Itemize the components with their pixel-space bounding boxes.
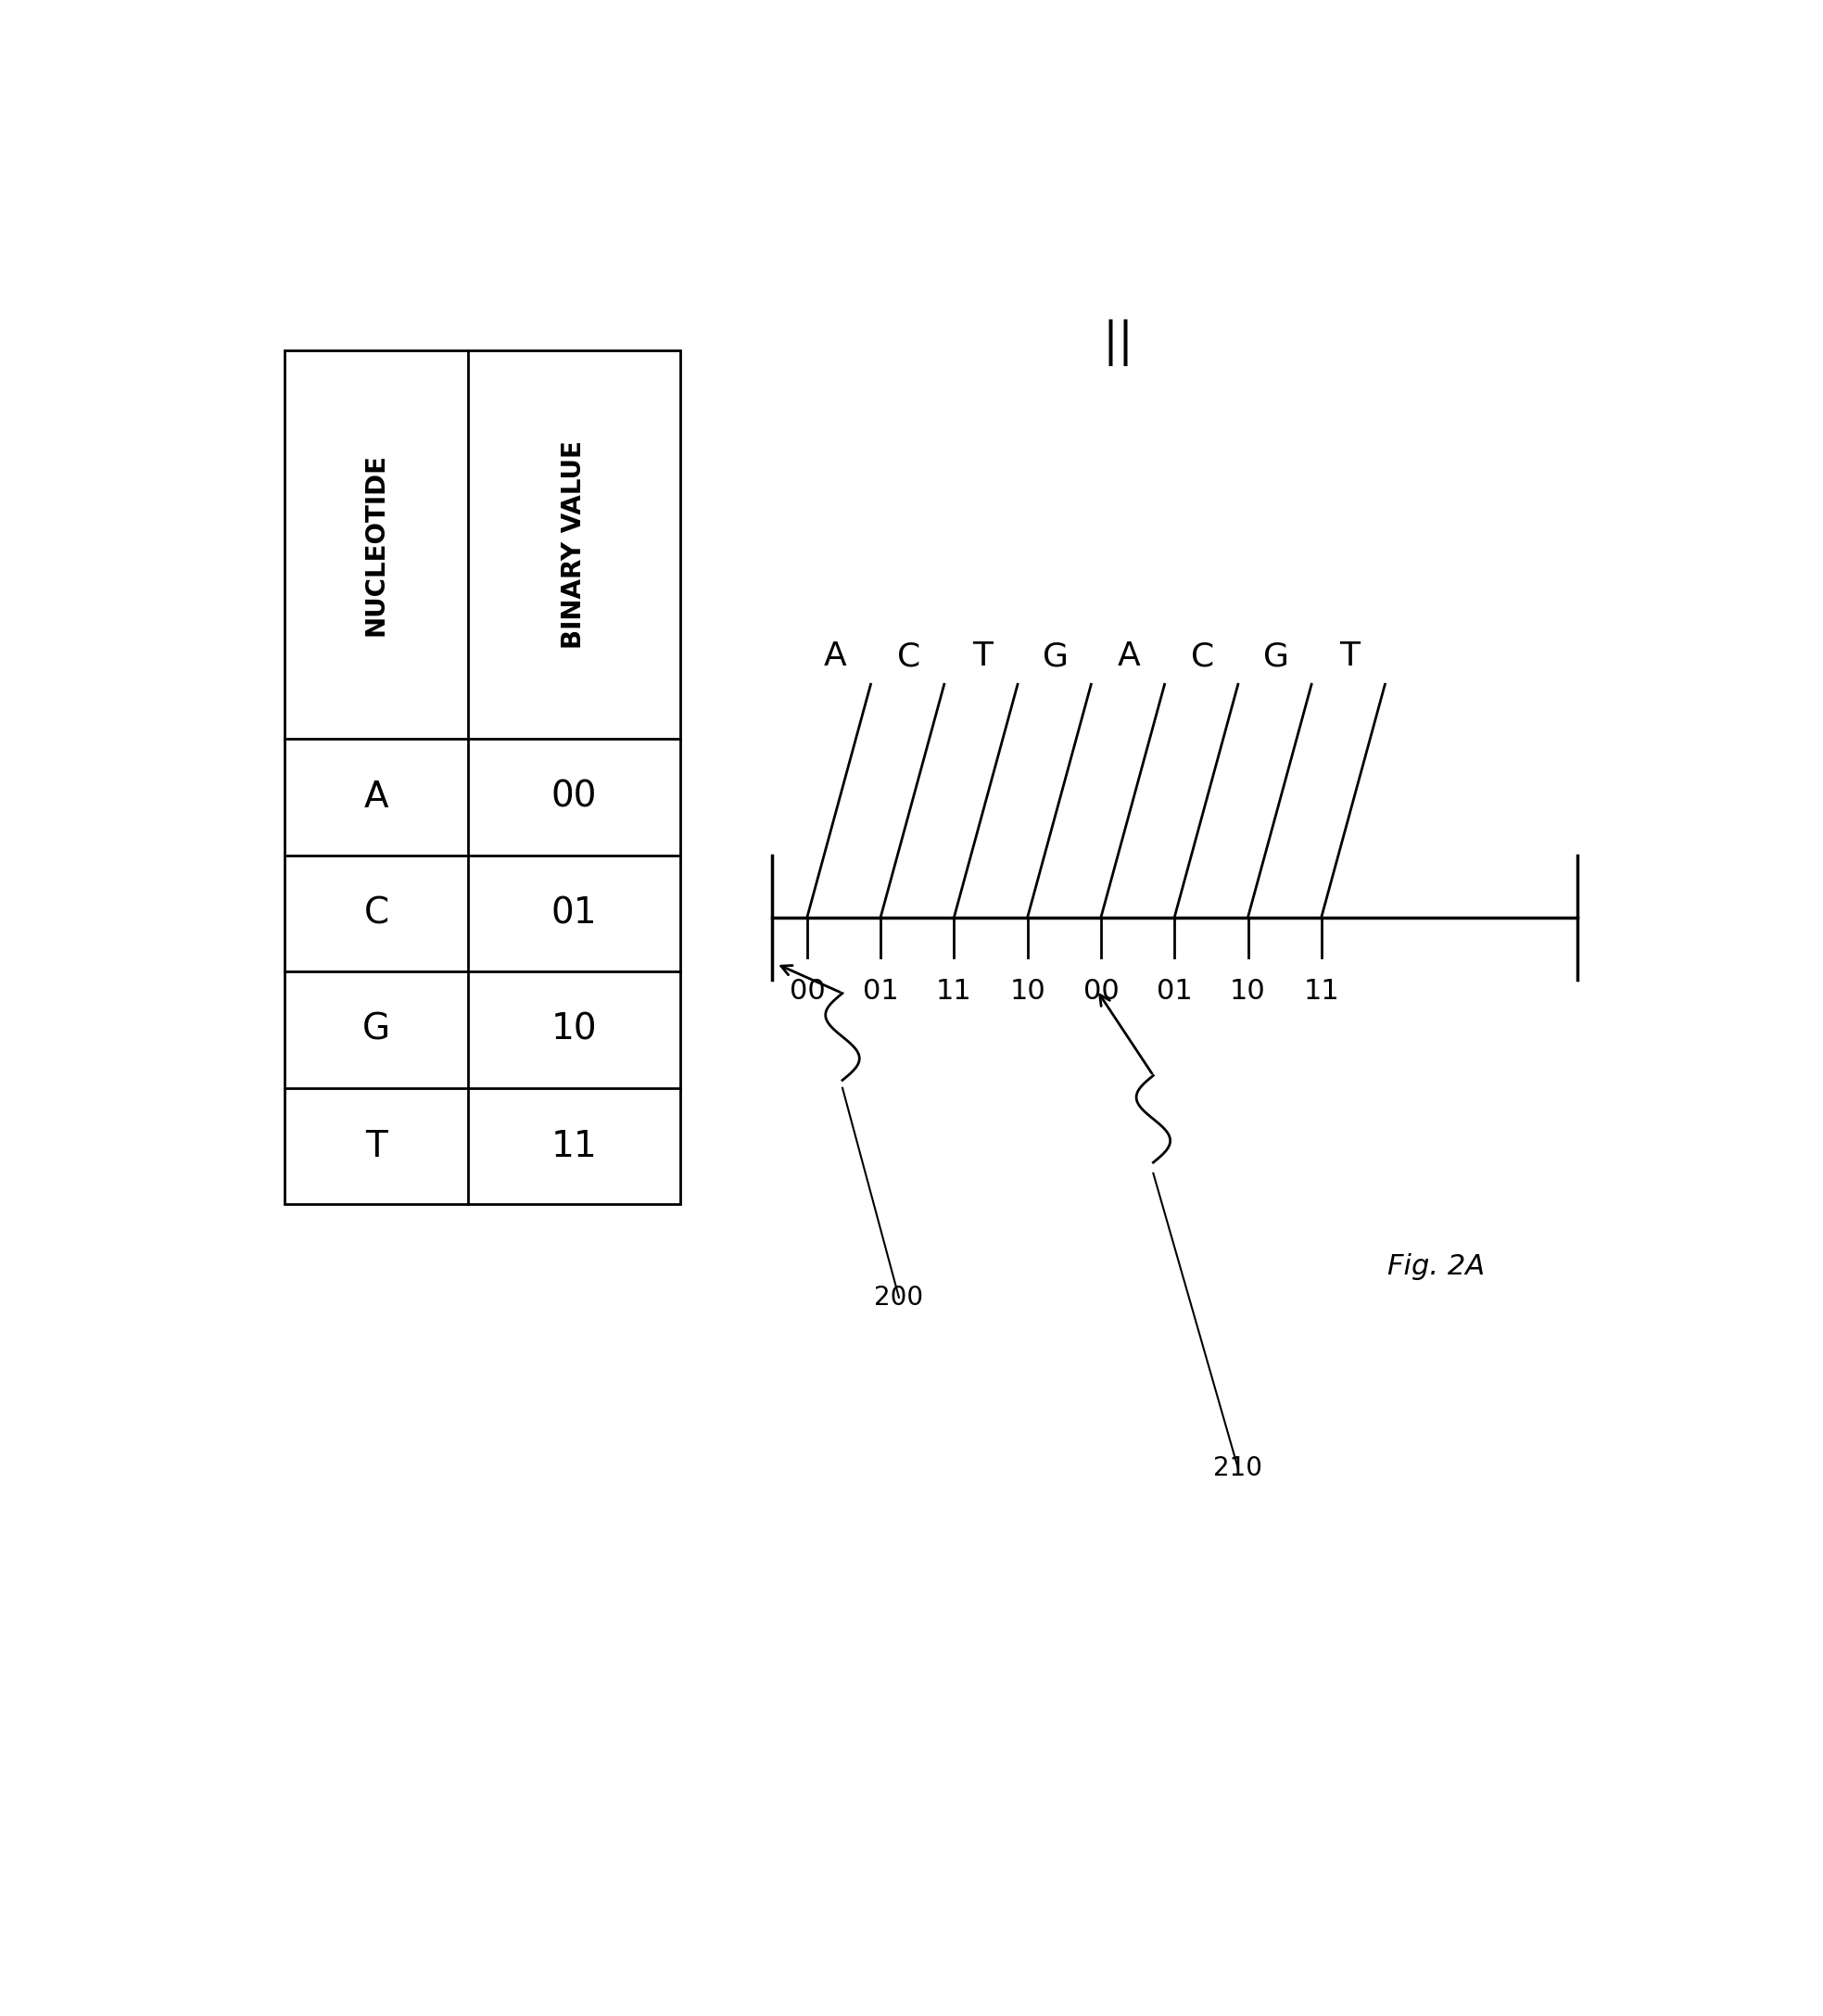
Text: 200: 200	[875, 1284, 924, 1310]
Text: T: T	[365, 1129, 386, 1163]
Text: NUCLEOTIDE: NUCLEOTIDE	[363, 454, 388, 635]
Text: C: C	[1190, 641, 1214, 671]
Text: T: T	[972, 641, 992, 671]
Text: 210: 210	[1214, 1456, 1263, 1482]
Text: C: C	[897, 641, 921, 671]
Text: ||: ||	[1103, 319, 1134, 367]
Text: 01: 01	[551, 895, 596, 931]
Text: 00: 00	[551, 780, 596, 814]
Text: T: T	[1340, 641, 1360, 671]
Text: 11: 11	[1303, 978, 1340, 1006]
Text: 10: 10	[1231, 978, 1265, 1006]
Text: 00: 00	[789, 978, 826, 1006]
Text: 11: 11	[935, 978, 972, 1006]
Text: 01: 01	[1156, 978, 1192, 1006]
Text: G: G	[1263, 641, 1289, 671]
Text: 11: 11	[551, 1129, 598, 1163]
Text: 10: 10	[551, 1012, 596, 1048]
Text: Fig. 2A: Fig. 2A	[1387, 1254, 1484, 1280]
Text: A: A	[824, 641, 848, 671]
Text: G: G	[1043, 641, 1068, 671]
Text: 10: 10	[1010, 978, 1046, 1006]
Text: A: A	[1117, 641, 1141, 671]
Text: A: A	[365, 780, 388, 814]
Text: C: C	[363, 895, 388, 931]
Text: G: G	[363, 1012, 390, 1048]
Bar	[284, 351, 680, 1204]
Text: 00: 00	[1083, 978, 1119, 1006]
Text: 01: 01	[862, 978, 899, 1006]
Text: BINARY VALUE: BINARY VALUE	[561, 439, 587, 649]
